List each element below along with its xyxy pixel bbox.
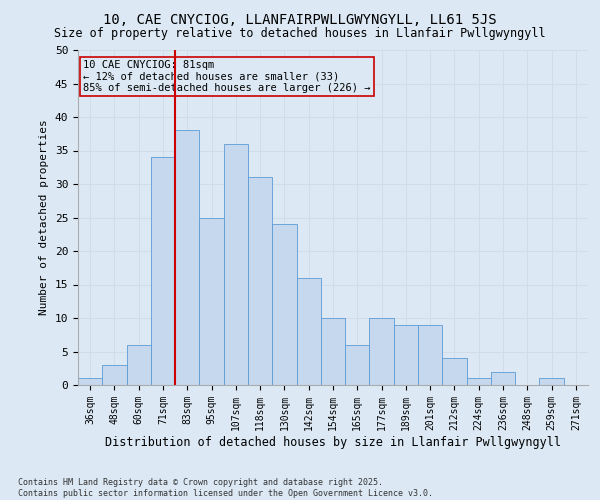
Bar <box>467 378 491 385</box>
Bar <box>127 345 151 385</box>
Bar <box>296 278 321 385</box>
Bar <box>248 178 272 385</box>
Text: 10 CAE CNYCIOG: 81sqm
← 12% of detached houses are smaller (33)
85% of semi-deta: 10 CAE CNYCIOG: 81sqm ← 12% of detached … <box>83 60 371 93</box>
Bar <box>102 365 127 385</box>
Bar <box>175 130 199 385</box>
Bar <box>345 345 370 385</box>
Bar <box>199 218 224 385</box>
Text: 10, CAE CNYCIOG, LLANFAIRPWLLGWYNGYLL, LL61 5JS: 10, CAE CNYCIOG, LLANFAIRPWLLGWYNGYLL, L… <box>103 12 497 26</box>
Bar <box>321 318 345 385</box>
Bar <box>418 324 442 385</box>
Bar <box>78 378 102 385</box>
Bar <box>491 372 515 385</box>
Bar <box>272 224 296 385</box>
Bar <box>224 144 248 385</box>
Bar <box>370 318 394 385</box>
Bar <box>394 324 418 385</box>
Bar <box>151 157 175 385</box>
X-axis label: Distribution of detached houses by size in Llanfair Pwllgwyngyll: Distribution of detached houses by size … <box>105 436 561 448</box>
Bar <box>539 378 564 385</box>
Text: Contains HM Land Registry data © Crown copyright and database right 2025.
Contai: Contains HM Land Registry data © Crown c… <box>18 478 433 498</box>
Y-axis label: Number of detached properties: Number of detached properties <box>39 120 49 316</box>
Bar <box>442 358 467 385</box>
Text: Size of property relative to detached houses in Llanfair Pwllgwyngyll: Size of property relative to detached ho… <box>54 28 546 40</box>
